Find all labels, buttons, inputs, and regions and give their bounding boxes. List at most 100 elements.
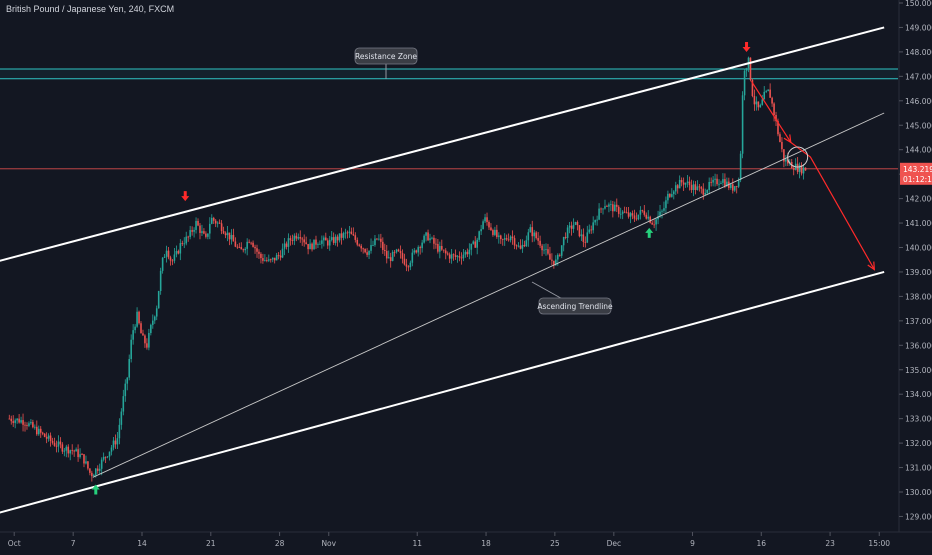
candle-body: [152, 320, 154, 325]
candle-body: [464, 251, 467, 255]
candle-body: [45, 436, 48, 439]
candle-body: [706, 189, 709, 194]
y-axis-tick-label: 134.000: [905, 390, 932, 399]
candle-body: [708, 181, 710, 190]
candle-body: [387, 257, 390, 259]
candle-body: [700, 187, 703, 189]
candle-body: [77, 449, 79, 458]
candle-body: [413, 250, 416, 253]
candle-body: [702, 188, 705, 195]
candle-body: [370, 245, 372, 251]
candle-body: [643, 210, 646, 215]
ascending-trendline-callout-box: [538, 297, 612, 315]
candle-body: [592, 222, 594, 231]
candle-body: [332, 237, 335, 243]
candle-body: [315, 239, 317, 245]
y-axis-tick-label: 142.000: [905, 195, 932, 204]
candle-body: [474, 241, 477, 248]
candle-body: [730, 184, 732, 188]
candle-body: [289, 238, 292, 241]
candle-body: [484, 217, 486, 222]
candle-body: [781, 141, 783, 150]
candle-body: [761, 99, 764, 105]
candle-body: [674, 185, 677, 192]
candle-body: [499, 235, 502, 240]
candle-body: [560, 245, 563, 256]
candle-body: [228, 232, 231, 240]
candle-body: [602, 208, 604, 210]
candle-body: [555, 259, 557, 265]
candle-body: [580, 234, 583, 237]
candle-body: [87, 461, 89, 469]
candle-body: [264, 260, 266, 261]
candle-body: [435, 243, 437, 245]
candle-body: [14, 420, 16, 423]
candle-body: [405, 264, 408, 267]
last-price-badge: [900, 162, 932, 185]
candle-body: [236, 246, 239, 248]
y-axis-tick-label: 130.000: [905, 488, 932, 497]
candle-body: [714, 178, 716, 180]
projection-arrowhead-mid: [783, 134, 792, 144]
candle-body: [421, 242, 423, 249]
candle-body: [146, 343, 148, 348]
y-axis-tick-label: 150.000: [905, 0, 932, 8]
candle-body: [16, 418, 18, 421]
y-axis-tick-label: 140.000: [905, 244, 932, 253]
candle-body: [763, 91, 766, 100]
candle-body: [704, 193, 707, 195]
candle-body: [570, 225, 573, 229]
candle-body: [323, 237, 325, 241]
candle-body: [537, 238, 539, 241]
candle-body: [615, 204, 618, 207]
candle-body: [55, 445, 58, 447]
candle-body: [446, 253, 449, 255]
y-axis-tick-label: 135.000: [905, 366, 932, 375]
projection-path: [750, 80, 875, 270]
candle-body: [342, 233, 345, 238]
candle-body: [240, 247, 243, 250]
candle-body: [653, 224, 655, 226]
y-axis-tick-label: 144.000: [905, 146, 932, 155]
candle-body: [771, 97, 773, 104]
candle-body: [731, 184, 734, 191]
candle-body: [409, 262, 412, 268]
candle-body: [645, 214, 648, 219]
candle-body: [295, 235, 298, 239]
candle-body: [148, 333, 150, 348]
candle-body: [224, 233, 227, 236]
candle-body: [574, 222, 577, 225]
candle-body: [24, 424, 26, 426]
candle-body: [226, 232, 229, 236]
candle-body: [419, 247, 421, 249]
candle-body: [425, 232, 427, 236]
candle-body: [688, 181, 691, 186]
candle-body: [562, 236, 565, 246]
candle-body: [460, 257, 463, 259]
candle-body: [669, 193, 671, 197]
candle-body: [598, 208, 600, 220]
x-axis-tick-label: 11: [412, 539, 422, 548]
candle-body: [155, 308, 158, 317]
candle-body: [759, 104, 762, 108]
candle-body: [450, 254, 453, 259]
candle-body: [303, 239, 305, 243]
candle-body: [313, 239, 315, 250]
candle-body: [511, 236, 514, 239]
x-axis-tick-label: 9: [690, 539, 695, 548]
candle-body: [458, 256, 461, 258]
y-axis-tick-label: 145.000: [905, 121, 932, 130]
candle-body: [608, 204, 610, 207]
candle-body: [189, 230, 191, 237]
candle-body: [354, 235, 357, 240]
candle-body: [207, 233, 209, 237]
candle-body: [393, 251, 396, 253]
candle-body: [267, 259, 270, 261]
candle-body: [317, 244, 319, 245]
candle-body: [800, 165, 803, 174]
candle-body: [242, 249, 245, 251]
candle-body: [89, 468, 91, 473]
candle-body: [374, 238, 376, 246]
